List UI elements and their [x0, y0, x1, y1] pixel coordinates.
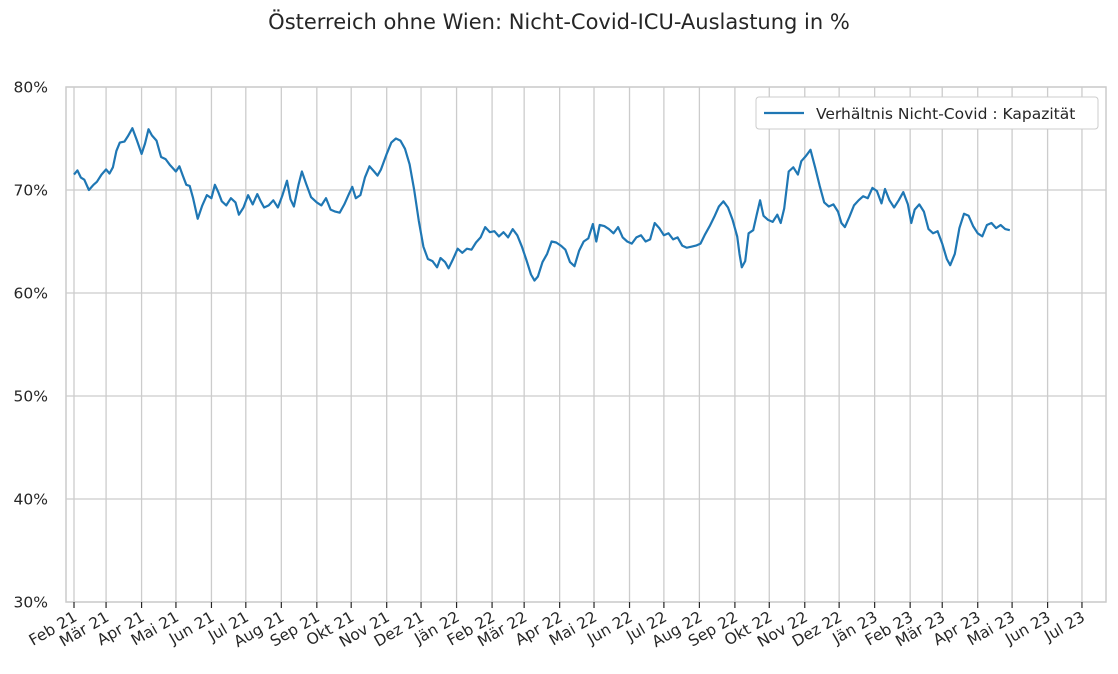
legend-label: Verhältnis Nicht-Covid : Kapazität	[816, 105, 1075, 123]
legend: Verhältnis Nicht-Covid : Kapazität	[755, 96, 1099, 130]
y-tick-label: 50%	[14, 388, 48, 406]
y-tick-label: 70%	[14, 182, 48, 200]
series-layer	[73, 127, 1011, 282]
plot-frame	[65, 86, 1107, 603]
chart-title: Österreich ohne Wien: Nicht-Covid-ICU-Au…	[268, 10, 850, 34]
y-tick-label: 40%	[14, 491, 48, 509]
y-tick-label: 30%	[14, 594, 48, 612]
y-tick-label: 80%	[14, 79, 48, 97]
grid-layer	[66, 86, 1106, 603]
series-line	[73, 127, 1011, 282]
legend-box	[755, 96, 1099, 130]
y-tick-label: 60%	[14, 285, 48, 303]
